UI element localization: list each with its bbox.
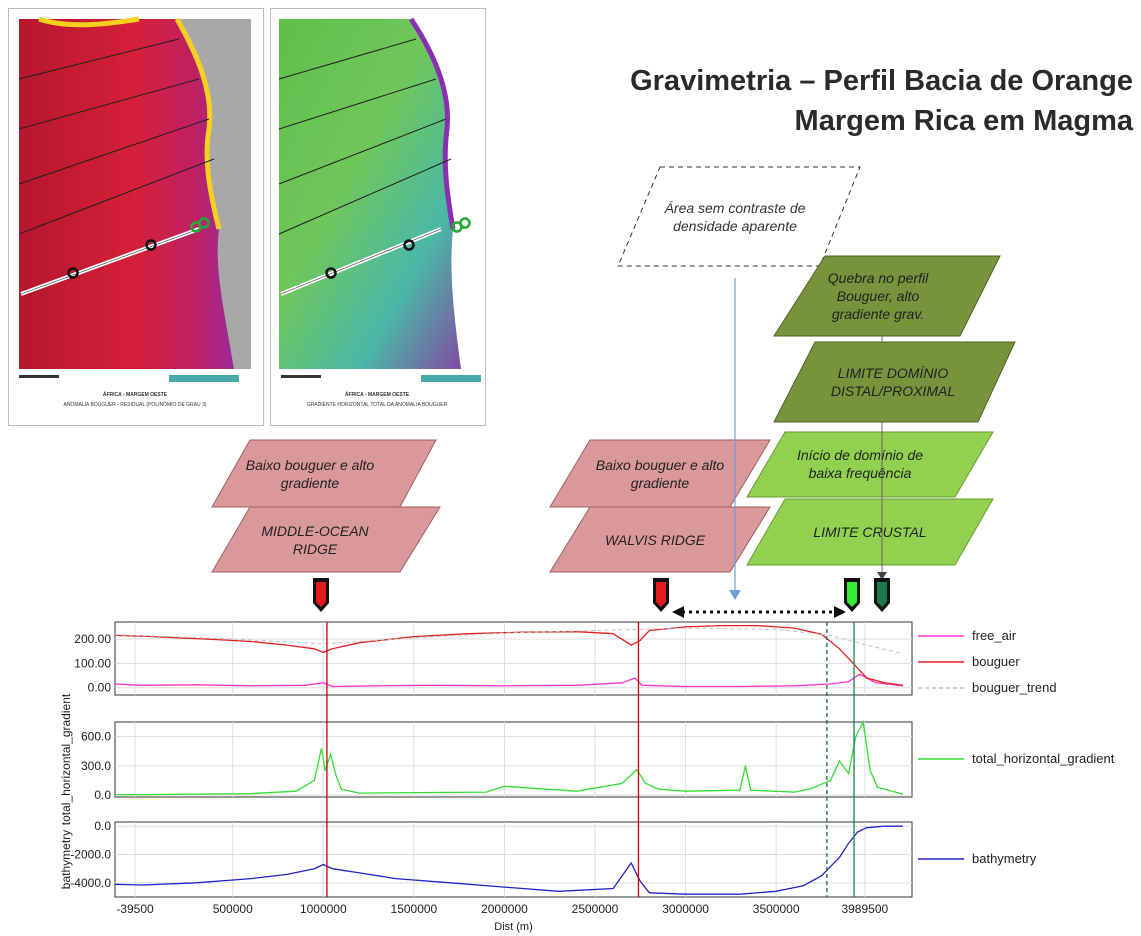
series-free-air — [114, 673, 903, 688]
marker-inicio-dominio — [844, 578, 860, 612]
bouguer-residual-map — [8, 8, 264, 426]
panel-1-ytick-label: 0.0 — [94, 788, 111, 802]
middle-ocean-box — [211, 506, 441, 573]
panel-1-ytick-label: 600.0 — [81, 730, 111, 744]
dotted-arrow-left-head — [672, 606, 684, 618]
walvis-box — [549, 506, 771, 573]
panel-0-ytick-label: 0.00 — [88, 681, 112, 695]
panel-0-ytick-label: 100.00 — [74, 656, 111, 670]
x-tick-label: 3000000 — [662, 902, 709, 916]
x-tick-label: 3500000 — [753, 902, 800, 916]
x-tick-label: 1000000 — [300, 902, 347, 916]
marker-limite-crustal — [874, 578, 890, 612]
panel-2-ytick-label: -2000.0 — [70, 848, 111, 862]
green-connector-head — [877, 572, 887, 580]
series-bouguer-trend — [114, 627, 904, 655]
panel-2-ytick-label: -4000.0 — [70, 876, 111, 890]
middle-ocean-label: MIDDLE-OCEAN RIDGE — [261, 523, 369, 557]
blue-arrow-head — [729, 590, 741, 600]
panel-1-ytick-label: 300.0 — [81, 759, 111, 773]
legend-label-bouguer: bouguer — [972, 654, 1020, 669]
series-bathymetry — [114, 825, 903, 895]
inicio-dominio-box — [746, 431, 994, 498]
legend-label-free-air: free_air — [972, 628, 1017, 643]
limite-crustal-box — [746, 498, 994, 566]
left-map-subcaption: ANOMALIA BOUGUER - RESIDUAL (POLINÔMIO D… — [63, 402, 207, 408]
panel-0-frame — [114, 621, 913, 696]
dotted-arrow-right-head — [834, 606, 846, 618]
horizontal-gradient-map-graphic — [278, 17, 481, 382]
legend-label-bouguer-trend: bouguer_trend — [972, 680, 1057, 695]
limite-crustal-label: LIMITE CRUSTAL — [813, 524, 927, 540]
walvis-label: WALVIS RIDGE — [604, 532, 706, 548]
bouguer-residual-map-graphic — [18, 16, 251, 382]
right-map-subcaption: GRADIENTE HORIZONTAL TOTAL DA ANOMALIA B… — [306, 402, 448, 408]
quebra-perfil-label: Quebra no perfil Bouguer, alto gradiente… — [827, 270, 929, 322]
marker-walvis — [653, 578, 669, 612]
x-tick-label: 3989500 — [841, 902, 888, 916]
x-tick-label: 2000000 — [481, 902, 528, 916]
panel-0-ytick-label: 200.00 — [74, 632, 111, 646]
legend-label-thg: total_horizontal_gradient — [972, 751, 1115, 766]
limite-dominio-label: LIMITE DOMÍNIO DISTAL/PROXIMAL — [830, 365, 956, 399]
legend-label-bathymetry: bathymetry — [972, 851, 1037, 866]
panel-2-ylabel: bathymetry — [59, 830, 73, 889]
limite-dominio-box — [773, 341, 1016, 423]
x-tick-label: -39500 — [116, 902, 154, 916]
marker-middle-ocean — [313, 578, 329, 612]
panel-1-ylabel: total_horizontal_gradient — [59, 693, 73, 825]
title-line-2: Margem Rica em Magma — [794, 105, 1133, 137]
x-tick-label: 1500000 — [391, 902, 438, 916]
x-tick-label: 500000 — [213, 902, 253, 916]
horizontal-gradient-map — [270, 8, 486, 426]
baixo-bouguer-1-label: Baixo bouguer e alto gradiente — [245, 457, 375, 491]
right-map-caption: ÁFRICA - MARGEM OESTE — [344, 392, 410, 398]
series-total-horizontal-gradient — [115, 719, 904, 796]
inicio-dominio-label: Início de domínio de baixa frequência — [796, 447, 924, 481]
panel-2-ytick-label: 0.0 — [94, 819, 111, 833]
series-bouguer — [114, 624, 903, 686]
title-line-1: Gravimetria – Perfil Bacia de Orange — [630, 65, 1133, 97]
x-axis-label: Dist (m) — [494, 921, 533, 933]
baixo-bouguer-2-label: Baixo bouguer e alto gradiente — [595, 457, 725, 491]
panel-1-frame — [114, 721, 913, 798]
x-tick-label: 2500000 — [572, 902, 619, 916]
quebra-perfil-box — [773, 255, 1001, 337]
panel-2-frame — [114, 821, 913, 898]
area-sem-contraste-label: Área sem contraste de densidade aparente — [664, 200, 806, 234]
left-map-caption: ÁFRICA - MARGEM OESTE — [102, 392, 168, 398]
